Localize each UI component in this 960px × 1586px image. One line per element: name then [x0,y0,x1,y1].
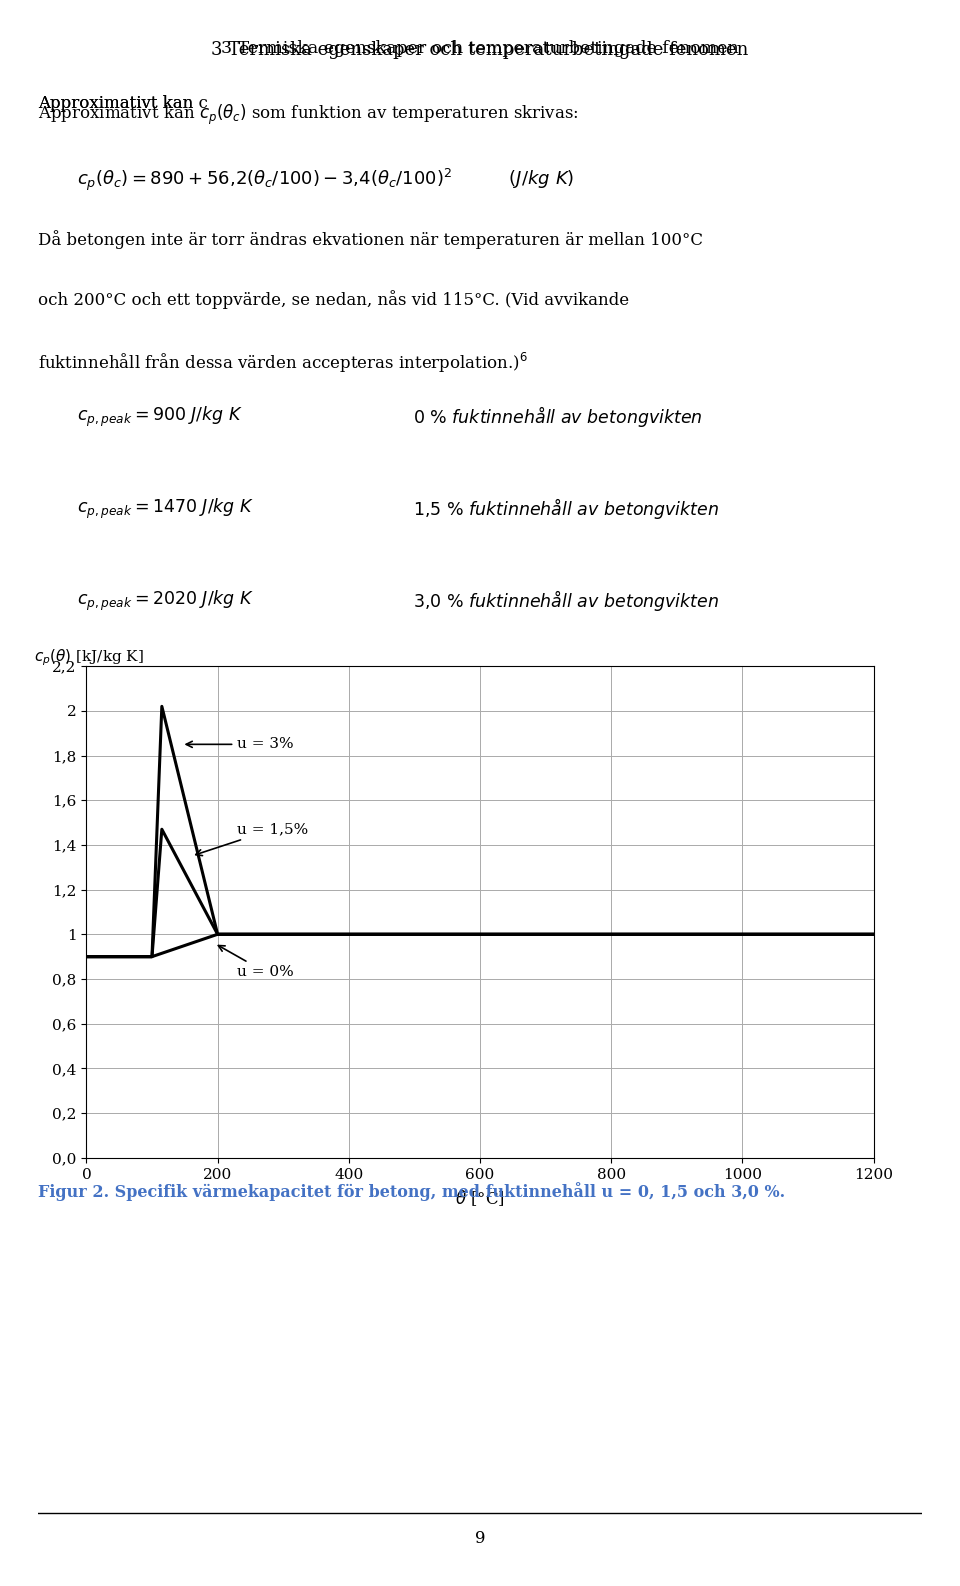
Text: Figur 2. Specifik värmekapacitet för betong, med fuktinnehåll u = 0, 1,5 och 3,0: Figur 2. Specifik värmekapacitet för bet… [38,1182,785,1201]
Text: $c_{p,peak} = 900\ J/kg\ K$: $c_{p,peak} = 900\ J/kg\ K$ [77,404,243,428]
Text: 9: 9 [475,1530,485,1546]
Text: Approximativt kan $c_p(\theta_c)$ som funktion av temperaturen skrivas:: Approximativt kan $c_p(\theta_c)$ som fu… [38,103,579,127]
Text: $1{,}5\ \%\ fuktinnehåll\ av\ betongvikten$: $1{,}5\ \%\ fuktinnehåll\ av\ betongvikt… [413,496,719,522]
X-axis label: $\theta$ [°C]: $\theta$ [°C] [455,1188,505,1209]
Text: $c_{p,peak} = 2020\ J/kg\ K$: $c_{p,peak} = 2020\ J/kg\ K$ [77,588,254,612]
Text: 3 Termiska egenskaper och temperaturbetingade fenomen: 3 Termiska egenskaper och temperaturbeti… [211,41,749,59]
Text: 3 Termiska egenskaper och temperaturbetingade fenomen: 3 Termiska egenskaper och temperaturbeti… [221,40,739,57]
Text: $c_p(\theta_c) = 890 + 56{,}2(\theta_c/100) - 3{,}4(\theta_c/100)^2$          $(: $c_p(\theta_c) = 890 + 56{,}2(\theta_c/1… [77,167,574,193]
Text: fuktinnehåll från dessa värden accepteras interpolation.)$^6$: fuktinnehåll från dessa värden acceptera… [38,351,528,374]
Text: $3{,}0\ \%\ fuktinnehåll\ av\ betongvikten$: $3{,}0\ \%\ fuktinnehåll\ av\ betongvikt… [413,588,719,614]
Text: $0\ \%\ fuktinnehåll\ av\ betongvikten$: $0\ \%\ fuktinnehåll\ av\ betongvikten$ [413,404,703,430]
Text: $c_p(\theta)$ [kJ/kg K]: $c_p(\theta)$ [kJ/kg K] [34,649,144,668]
Text: $c_{p,peak} = 1470\ J/kg\ K$: $c_{p,peak} = 1470\ J/kg\ K$ [77,496,254,520]
Text: u = 0%: u = 0% [218,945,294,979]
Text: u = 3%: u = 3% [186,737,294,752]
Text: u = 1,5%: u = 1,5% [196,822,308,855]
Text: Då betongen inte är torr ändras ekvationen när temperaturen är mellan 100°C: Då betongen inte är torr ändras ekvation… [38,230,704,249]
Text: Approximativt kan c: Approximativt kan c [38,95,208,113]
Text: och 200°C och ett toppvärde, se nedan, nås vid 115°C. (Vid avvikande: och 200°C och ett toppvärde, se nedan, n… [38,290,630,309]
Text: Approximativt kan: Approximativt kan [38,95,199,113]
